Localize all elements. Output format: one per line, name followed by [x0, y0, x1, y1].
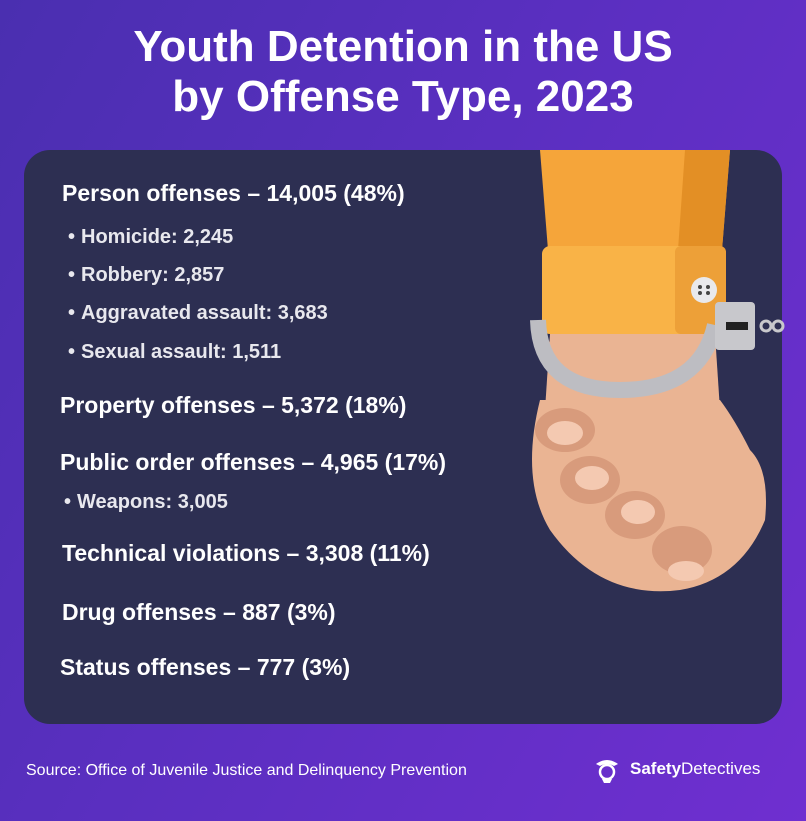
- weapons-label: Weapons: 3,005: [77, 491, 228, 513]
- source-note: Source: Office of Juvenile Justice and D…: [26, 762, 467, 779]
- handcuffed-hand-illustration: [530, 150, 785, 592]
- sexual-assault-label: Sexual assault: 1,511: [81, 341, 282, 363]
- list-item: • Robbery: 2,857: [68, 264, 225, 286]
- list-item: • Sexual assault: 1,511: [68, 341, 282, 363]
- brand-name-regular: Detectives: [681, 759, 761, 778]
- page-title: Youth Detention in the US by Offense Typ…: [0, 22, 806, 122]
- list-item: • Homicide: 2,245: [68, 226, 234, 248]
- brand-logo: SafetyDetectives: [592, 754, 760, 784]
- status-offenses: Status offenses – 777 (3%): [60, 654, 351, 680]
- list-item: • Aggravated assault: 3,683: [68, 302, 328, 324]
- brand-name: SafetyDetectives: [630, 759, 760, 779]
- button-icon: [691, 277, 717, 303]
- aggravated-assault-label: Aggravated assault: 3,683: [81, 302, 328, 324]
- detective-logo-icon: [596, 760, 618, 783]
- list-item: • Weapons: 3,005: [64, 491, 228, 513]
- public-order-offenses: Public order offenses – 4,965 (17%): [60, 449, 447, 475]
- brand-name-bold: Safety: [630, 759, 682, 778]
- title-line-1: Youth Detention in the US: [133, 22, 673, 71]
- homicide-label: Homicide: 2,245: [81, 226, 234, 248]
- technical-violations: Technical violations – 3,308 (11%): [62, 540, 430, 566]
- title-line-2: by Offense Type, 2023: [172, 72, 634, 121]
- person-offenses: Person offenses – 14,005 (48%): [62, 180, 405, 206]
- drug-offenses: Drug offenses – 887 (3%): [62, 599, 336, 625]
- property-offenses: Property offenses – 5,372 (18%): [60, 392, 407, 418]
- robbery-label: Robbery: 2,857: [81, 264, 225, 286]
